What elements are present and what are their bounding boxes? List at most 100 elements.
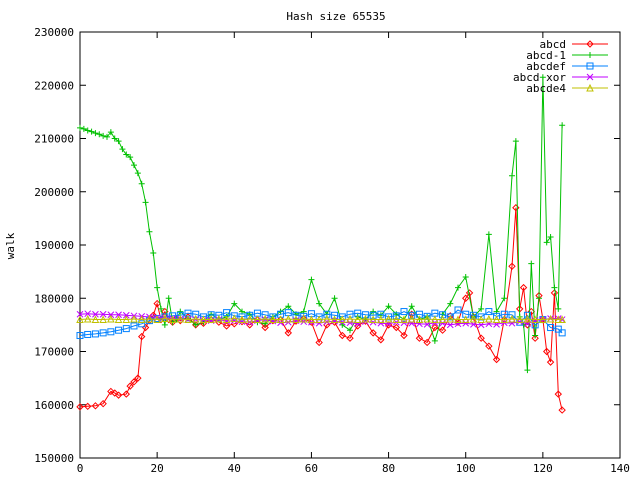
legend-marker — [587, 52, 593, 58]
data-point — [547, 234, 554, 241]
data-point — [107, 311, 115, 319]
y-tick-label: 170000 — [34, 346, 74, 359]
data-point — [477, 315, 485, 324]
data-point — [99, 399, 107, 408]
data-point — [400, 331, 408, 340]
data-point — [539, 315, 547, 324]
data-point — [168, 315, 177, 324]
data-point — [115, 138, 122, 145]
data-point — [539, 74, 546, 81]
data-point — [299, 314, 308, 323]
data-point — [509, 172, 515, 179]
data-point — [123, 151, 130, 158]
legend-entry: abcd-1 — [526, 49, 608, 62]
data-point — [431, 323, 439, 332]
data-point — [138, 180, 145, 187]
data-point — [531, 315, 539, 324]
data-point — [315, 315, 323, 324]
data-point — [462, 294, 470, 302]
data-point — [423, 338, 431, 347]
data-point — [508, 319, 516, 327]
data-point — [246, 311, 254, 319]
data-point — [114, 315, 123, 324]
data-point — [177, 308, 184, 315]
legend-entry: abcd xor — [513, 71, 608, 84]
data-point — [91, 402, 100, 410]
data-point — [261, 314, 269, 323]
legend-label: abcdef — [526, 60, 566, 73]
data-point — [231, 300, 238, 307]
data-point — [385, 303, 392, 310]
legend-entry: abcd — [540, 38, 608, 51]
data-point — [485, 308, 493, 316]
data-point — [127, 154, 134, 161]
data-point — [550, 289, 559, 297]
data-point — [323, 314, 331, 323]
data-point — [323, 310, 331, 318]
data-point — [111, 389, 119, 397]
data-point — [99, 310, 107, 318]
y-tick-label: 220000 — [34, 79, 74, 92]
data-point — [145, 317, 153, 325]
data-point — [130, 378, 138, 386]
series-layer — [76, 74, 566, 414]
data-point — [532, 332, 539, 339]
data-point — [107, 129, 114, 136]
data-point — [137, 315, 146, 324]
data-point — [528, 260, 535, 267]
series-line — [79, 317, 563, 321]
data-point — [184, 315, 192, 324]
data-point — [469, 314, 478, 323]
data-point — [96, 131, 103, 138]
data-point — [80, 125, 87, 132]
data-point — [524, 367, 531, 374]
data-point — [107, 314, 115, 323]
data-point — [84, 402, 92, 411]
legend-marker — [586, 83, 594, 92]
series-4 — [76, 314, 566, 324]
data-point — [142, 199, 149, 206]
data-point — [107, 328, 115, 336]
data-point — [76, 332, 84, 340]
data-point — [122, 325, 130, 333]
data-point — [153, 299, 161, 308]
data-point — [353, 315, 362, 324]
data-point — [454, 306, 462, 314]
data-point — [158, 305, 164, 312]
data-point — [546, 314, 555, 323]
legend-label: abcd xor — [513, 71, 566, 84]
data-point — [415, 334, 424, 342]
data-point — [384, 314, 393, 323]
data-point — [462, 273, 469, 280]
data-point — [554, 390, 562, 398]
data-point — [154, 284, 161, 291]
y-axis-label: walk — [4, 232, 17, 259]
data-point — [354, 320, 362, 328]
legend-marker — [586, 40, 594, 48]
data-point — [145, 314, 154, 323]
data-point — [91, 330, 99, 338]
data-point — [415, 315, 424, 324]
data-point — [508, 314, 516, 323]
data-point — [519, 283, 528, 292]
data-point — [515, 315, 524, 324]
y-tick-label: 150000 — [34, 452, 74, 465]
data-point — [547, 324, 555, 332]
data-point — [446, 313, 454, 321]
data-point — [346, 334, 354, 342]
axis-ticks: 150000 160000 170000 180000 190000 200000 2100… — [34, 26, 630, 475]
data-point — [161, 314, 169, 322]
data-point — [122, 311, 130, 319]
y-tick-label: 180000 — [34, 292, 74, 305]
data-point — [446, 314, 455, 323]
data-point — [455, 284, 461, 291]
data-point — [392, 323, 400, 332]
data-point — [165, 295, 172, 302]
legend-label: abcde4 — [526, 82, 566, 95]
data-point — [369, 311, 377, 319]
data-point — [377, 315, 385, 324]
data-point — [512, 138, 519, 145]
data-point — [308, 276, 315, 283]
data-point — [554, 325, 562, 333]
data-point — [377, 336, 385, 344]
